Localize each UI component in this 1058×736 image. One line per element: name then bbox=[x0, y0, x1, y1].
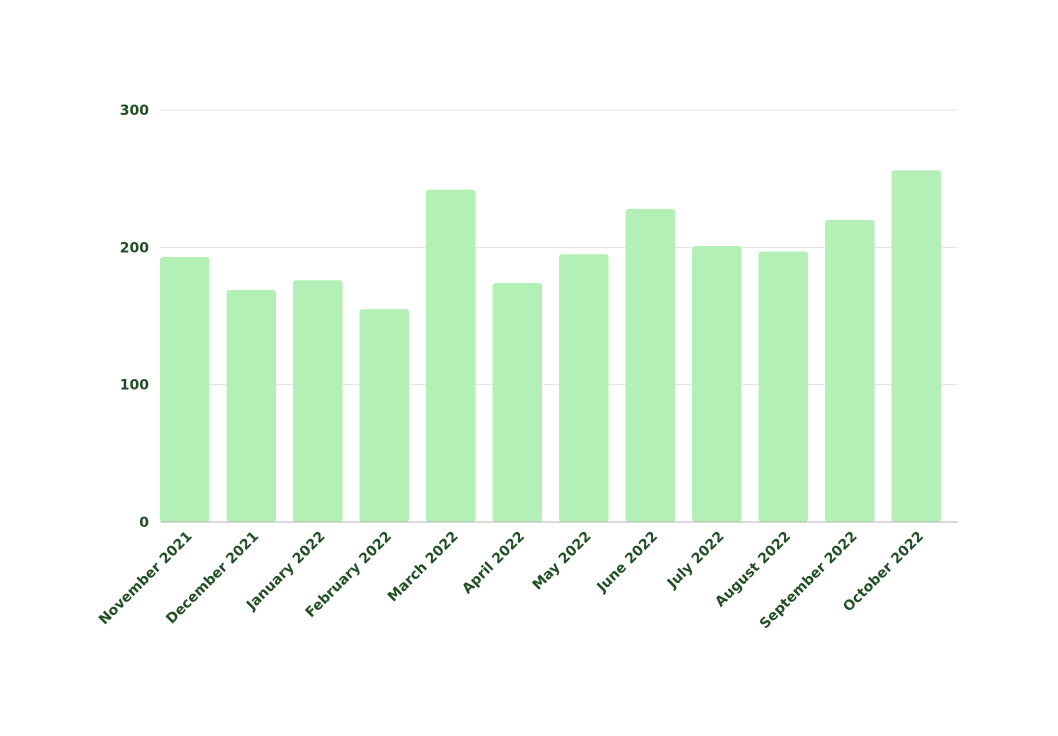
y-tick-label: 100 bbox=[120, 378, 149, 394]
bar[interactable] bbox=[359, 309, 410, 522]
bar[interactable] bbox=[226, 289, 277, 522]
x-tick-label: May 2022 bbox=[530, 529, 595, 594]
x-tick-label: March 2022 bbox=[385, 529, 462, 606]
bars bbox=[160, 170, 942, 523]
bar[interactable] bbox=[559, 254, 609, 522]
bar[interactable] bbox=[293, 280, 343, 522]
bar[interactable] bbox=[160, 256, 210, 522]
x-tick-label: July 2022 bbox=[664, 529, 728, 593]
y-tick-label: 200 bbox=[120, 240, 149, 256]
bar[interactable] bbox=[891, 170, 942, 522]
x-tick-label: April 2022 bbox=[459, 529, 528, 598]
y-tick-label: 300 bbox=[120, 103, 149, 119]
bar[interactable] bbox=[758, 251, 809, 522]
bar[interactable] bbox=[692, 245, 742, 522]
x-tick-label: June 2022 bbox=[594, 529, 662, 597]
bar[interactable] bbox=[825, 219, 875, 522]
bar[interactable] bbox=[625, 208, 676, 522]
y-tick-label: 0 bbox=[139, 515, 149, 531]
bar[interactable] bbox=[492, 283, 543, 522]
bar[interactable] bbox=[426, 189, 476, 523]
